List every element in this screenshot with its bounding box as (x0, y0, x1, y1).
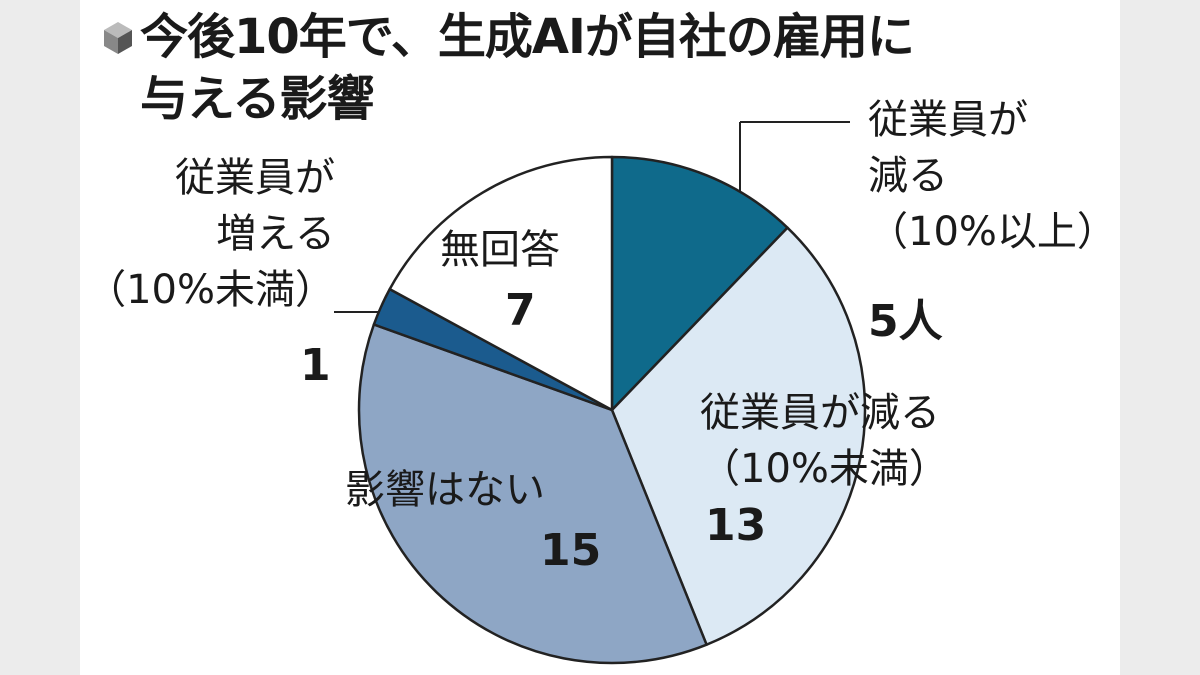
slice-label: 従業員が 増える （10%未満） (86, 155, 335, 313)
chart-title: 今後10年で、生成AIが自社の雇用に 与える影響 (140, 9, 915, 127)
value-label: 15 (540, 525, 602, 576)
slice-label: 従業員が減る （10%未満） (700, 390, 949, 492)
slice-label: 無回答 (440, 227, 560, 273)
pie-slice (388, 155, 614, 412)
title-icon (104, 22, 132, 54)
slice-label: 影響はない (345, 467, 545, 513)
value-label: 13 (705, 500, 767, 551)
pie-slice (610, 226, 867, 646)
value-label: 1 (300, 340, 331, 391)
value-label: 7 (505, 285, 536, 336)
pie-slice (610, 155, 789, 412)
pie-slice (357, 323, 708, 665)
slice-label: 従業員が 減る （10%以上） (868, 97, 1117, 255)
value-label: 5人 (868, 296, 943, 347)
